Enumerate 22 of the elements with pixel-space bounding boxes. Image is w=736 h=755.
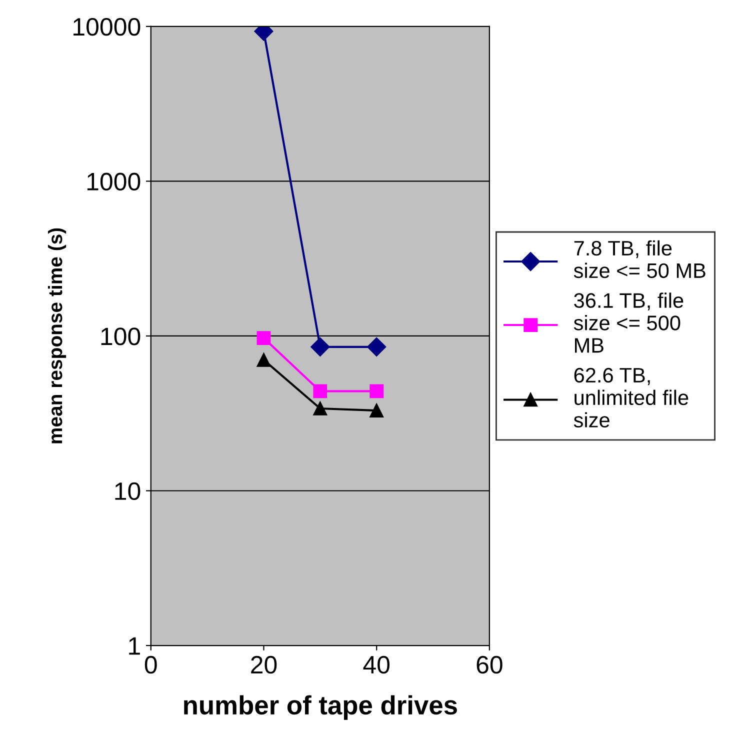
y-tick-label: 100 xyxy=(101,328,140,346)
point xyxy=(256,353,271,367)
legend-label: 7.8 TB, file size <= 50 MB xyxy=(574,240,706,278)
point xyxy=(310,337,330,356)
x-tick-label: 40 xyxy=(363,656,390,674)
y-tick-label: 1000 xyxy=(87,172,140,191)
x-tick-label: 60 xyxy=(476,656,502,674)
point xyxy=(367,337,386,356)
y-tick-label: 10000 xyxy=(74,18,140,36)
legend-label: 36.1 TB, file size <= 500 MB xyxy=(574,292,684,353)
x-tick-label: 20 xyxy=(251,656,277,674)
x-tick-label: 0 xyxy=(144,656,157,674)
point xyxy=(256,331,271,345)
legend-label: 62.6 TB, unlimited file size xyxy=(574,368,688,428)
point xyxy=(313,384,328,398)
y-axis-title: mean response time (s) xyxy=(48,228,66,444)
point xyxy=(313,402,328,416)
point xyxy=(370,404,384,418)
y-tick-label: 1 xyxy=(129,637,140,655)
x-axis-title: number of tape drives xyxy=(184,695,457,720)
point xyxy=(370,384,384,398)
y-tick-label: 10 xyxy=(115,482,140,500)
